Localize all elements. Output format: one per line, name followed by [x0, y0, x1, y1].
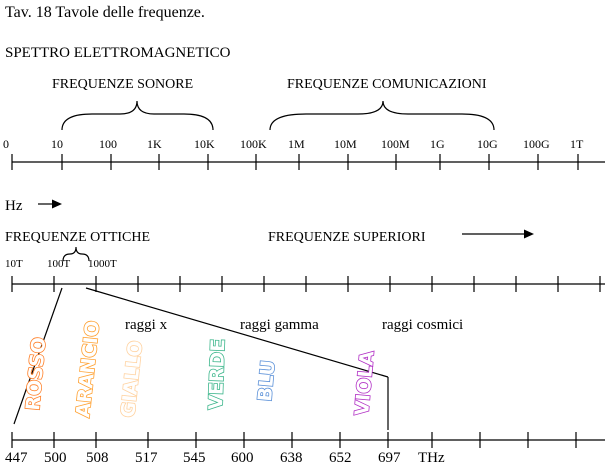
scale2-tick-label: 10T: [5, 258, 23, 270]
scale3-tick-label: 697: [378, 450, 401, 466]
scale3-tick-label: 545: [183, 450, 206, 466]
scale1-tick-labels: 0 10 100 1K 10K 100K 1M 10M 100M 1G 10G …: [3, 137, 584, 151]
color-label-yellow: GIALLO: [117, 340, 147, 419]
scale1-tick-label: 100M: [381, 137, 410, 151]
scale1-tick-label: 10M: [334, 137, 357, 151]
thz-unit-label: THz: [418, 450, 445, 466]
cosmic-rays-label: raggi cosmici: [382, 317, 463, 333]
scale1-tick-label: 0: [3, 137, 9, 151]
scale2-tick-label: 100T: [47, 258, 71, 270]
color-label-orange: ARANCIO: [72, 320, 104, 419]
color-label-red: ROSSO: [22, 336, 50, 411]
scale3-tick-labels: 447 500 508 517 545 600 638 652 697 THz: [5, 450, 445, 466]
communication-frequencies-label: FREQUENZE COMUNICAZIONI: [287, 77, 487, 92]
scale1-tick-label: 1M: [288, 137, 305, 151]
scale1-tick-label: 1K: [147, 137, 162, 151]
scale2-tick-marks: [11, 276, 601, 292]
scale1-tick-label: 100: [99, 137, 117, 151]
page-title: Tav. 18 Tavole delle frequenze.: [5, 4, 205, 21]
x-rays-label: raggi x: [125, 317, 168, 333]
scale1-tick-label: 1G: [430, 137, 445, 151]
visible-light-brace: [62, 246, 90, 262]
section-title: SPETTRO ELETTROMAGNETICO: [5, 45, 231, 61]
scale3-tick-label: 508: [86, 450, 109, 466]
scale3-tick-label: 500: [44, 450, 67, 466]
scale1-tick-marks: [11, 154, 579, 170]
hz-unit-label: Hz: [5, 198, 23, 214]
optical-frequencies-label: FREQUENZE OTTICHE: [5, 230, 150, 245]
higher-frequencies-label: FREQUENZE SUPERIORI: [268, 230, 426, 245]
scale1-tick-label: 1T: [570, 137, 584, 151]
scale1-tick-label: 10G: [477, 137, 498, 151]
scale1-tick-label: 100K: [240, 137, 267, 151]
scale3-tick-label: 517: [135, 450, 158, 466]
scale1-tick-label: 10: [51, 137, 63, 151]
color-label-violet: VIOLA: [351, 350, 379, 417]
hz-right-arrow-icon: [38, 199, 62, 209]
communication-frequencies-brace: [269, 100, 495, 131]
color-label-blue: BLU: [254, 359, 280, 402]
color-label-green: VERDE: [205, 338, 229, 410]
sound-frequencies-label: FREQUENZE SONORE: [52, 77, 193, 92]
scale1-tick-label: 10K: [194, 137, 215, 151]
zoom-line-right: [85, 287, 389, 378]
scale3-tick-marks: [11, 432, 577, 448]
scale2-tick-label: 1000T: [88, 258, 117, 270]
higher-frequencies-right-arrow-icon: [462, 229, 534, 239]
sound-frequencies-brace: [61, 100, 214, 131]
gamma-rays-label: raggi gamma: [240, 317, 319, 333]
zoom-line-left: [13, 287, 63, 425]
scale3-tick-label: 652: [329, 450, 352, 466]
scale3-tick-label: 600: [231, 450, 254, 466]
scale3-tick-label: 638: [280, 450, 303, 466]
scale1-tick-label: 100G: [523, 137, 550, 151]
scale3-tick-label: 447: [5, 450, 28, 466]
